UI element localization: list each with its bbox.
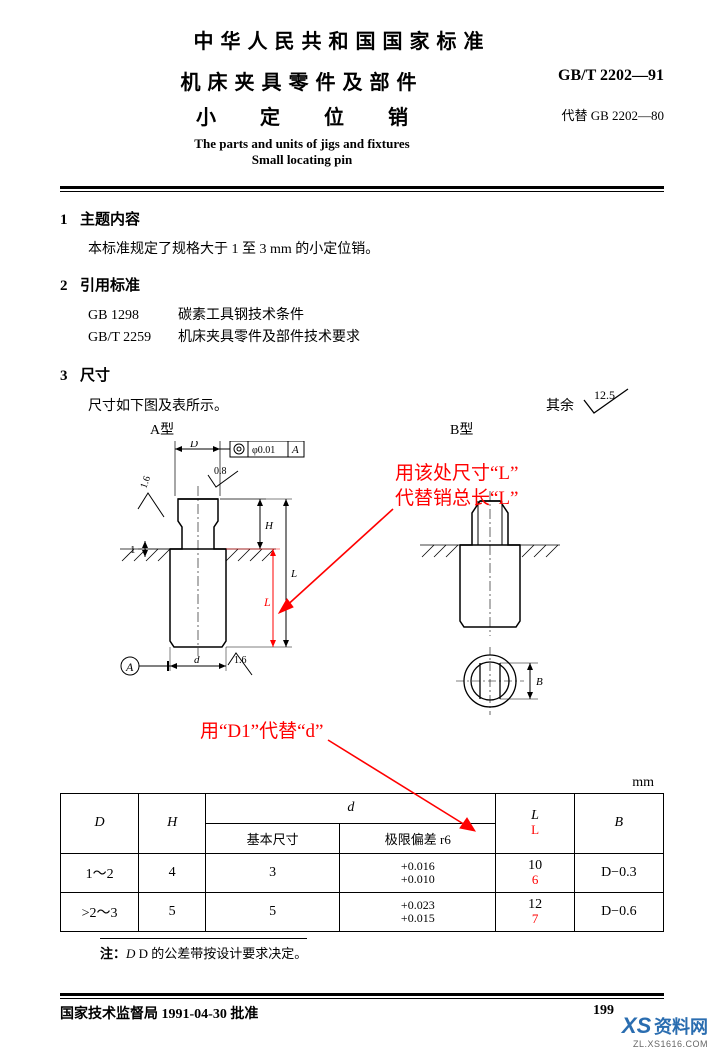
red-arrow-d — [320, 736, 480, 836]
replaces-code: 代替 GB 2202—80 — [561, 105, 664, 124]
standard-code: GB/T 2202—91 — [558, 67, 664, 85]
dimension-intro-row: 尺寸如下图及表所示。 其余 12.5 — [60, 395, 664, 415]
section-3-heading: 3尺寸 — [60, 364, 664, 385]
type-a-label: A型 — [150, 419, 174, 439]
type-b-label: B型 — [450, 419, 473, 439]
svg-text:A: A — [125, 660, 134, 674]
header-rule-thick — [60, 186, 664, 189]
svg-text:A: A — [291, 444, 299, 456]
col-B: B — [574, 793, 663, 853]
table-row: 1～2 4 3 +0.016+0.010 106 D−0.3 — [61, 853, 664, 892]
surplus-label: 其余 — [546, 395, 574, 415]
svg-text:d: d — [194, 654, 200, 666]
header-block: 中华人民共和国国家标准 机床夹具零件及部件 小定位销 The parts and… — [60, 25, 664, 168]
svg-text:φ0.01: φ0.01 — [252, 445, 275, 456]
annotation-L-replace: 用该处尺寸“L” 代替销总长“L” — [395, 461, 655, 512]
col-L: L L — [496, 793, 574, 853]
type-b-drawing: B — [420, 491, 640, 731]
table-note: 注：D D 的公差带按设计要求决定。 — [60, 932, 664, 963]
svg-text:0.8: 0.8 — [214, 466, 227, 477]
svg-text:B: B — [536, 676, 543, 688]
svg-text:1: 1 — [130, 544, 136, 556]
footer-block: 国家技术监督局 1991-04-30 批准 199 — [60, 993, 664, 1033]
english-title-2: Small locating pin — [0, 152, 664, 168]
technical-diagram-zone: D φ0.01 A 0.8 1.6 — [60, 441, 664, 771]
footer-issuer: 国家技术监督局 1991-04-30 批准 — [60, 1003, 258, 1023]
section-1-body: 本标准规定了规格大于 1 至 3 mm 的小定位销。 — [88, 239, 664, 260]
country-standard-title: 中华人民共和国国家标准 — [20, 25, 664, 54]
reference-1: GB 1298碳素工具钢技术条件 — [88, 305, 664, 327]
svg-text:D: D — [189, 441, 198, 450]
english-title-1: The parts and units of jigs and fixtures — [0, 136, 664, 152]
col-D: D — [61, 793, 139, 853]
document-page: 中华人民共和国国家标准 机床夹具零件及部件 小定位销 The parts and… — [0, 0, 714, 1053]
table-row: >2～3 5 5 +0.023+0.015 127 D−0.6 — [61, 892, 664, 931]
type-labels: A型 B型 — [60, 419, 664, 439]
footer-year: 199 — [593, 1003, 614, 1019]
header-rule-thin — [60, 191, 664, 192]
section-2-heading: 2引用标准 — [60, 274, 664, 295]
red-arrow-L — [275, 501, 405, 621]
svg-text:1.6: 1.6 — [138, 474, 153, 490]
watermark: XS 资料网 ZL.XS1616.COM — [622, 1013, 708, 1049]
svg-text:H: H — [264, 520, 274, 532]
svg-text:L: L — [263, 595, 271, 609]
section-1-heading: 1主题内容 — [60, 208, 664, 229]
col-H: H — [139, 793, 206, 853]
reference-2: GB/T 2259机床夹具零件及部件技术要求 — [88, 327, 664, 349]
roughness-symbol-icon: 12.5 — [580, 387, 634, 415]
